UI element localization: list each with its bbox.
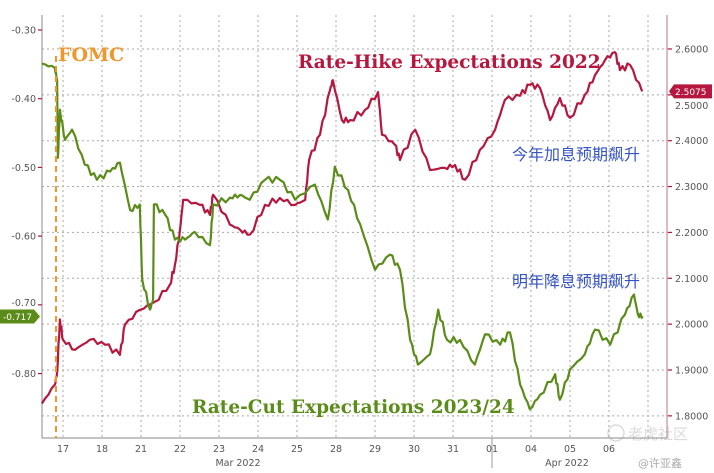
cut-series-title: Rate-Cut Expectations 2023/24: [192, 397, 515, 418]
right-tick-label: 2.0000: [675, 320, 708, 331]
x-tick-label: 04: [525, 444, 537, 455]
right-tick-label: 1.8000: [675, 411, 708, 422]
last-value-labels: 2.5075 -0.717: [0, 84, 712, 324]
x-tick-label: 25: [291, 444, 303, 455]
right-tick-label: 2.3000: [675, 182, 708, 193]
x-tick-label: 29: [369, 444, 381, 455]
right-tick-label: 1.9000: [675, 365, 708, 376]
left-tick-label: -0.80: [11, 369, 36, 380]
rate-hike-line: [40, 51, 644, 405]
gridlines: [42, 15, 667, 438]
last-value-text-right: 2.5075: [675, 88, 707, 98]
x-tick-label: 23: [213, 444, 225, 455]
x-tick-label: 24: [252, 444, 264, 455]
rate-cut-line: [41, 62, 644, 411]
left-tick-label: -0.30: [11, 25, 36, 36]
x-tick-label: 17: [57, 444, 69, 455]
month-label: Apr 2022: [545, 458, 589, 469]
last-value-text-left: -0.717: [3, 313, 32, 323]
last-value-badge-left: [0, 309, 40, 324]
left-tick-label: -0.40: [11, 94, 36, 105]
fomc-label: FOMC: [58, 44, 124, 66]
month-label: Mar 2022: [215, 458, 260, 469]
last-value-badge-right: [669, 84, 712, 99]
watermark-logo-icon: [607, 424, 625, 442]
x-tick-label: 28: [330, 444, 342, 455]
cut-chinese-annotation: 明年降息预期飙升: [512, 272, 640, 291]
x-tick-label: 31: [447, 444, 459, 455]
watermark: 老虎社区: [607, 424, 688, 443]
x-tick-label: 05: [564, 444, 576, 455]
right-tick-label: 2.5000: [675, 101, 708, 112]
x-tick-label: 06: [603, 444, 615, 455]
x-tick-label: 21: [135, 444, 147, 455]
left-tick-label: -0.50: [11, 163, 36, 174]
x-tick-label: 22: [174, 444, 186, 455]
right-tick-label: 2.2000: [675, 228, 708, 239]
hike-series-title: Rate-Hike Expectations 2022: [298, 52, 601, 73]
axes: 2.6000 2.5000 2.4000 2.3000 2.2000 2.1000 2.00…: [11, 15, 708, 469]
hike-chinese-annotation: 今年加息预期飙升: [512, 145, 640, 164]
left-tick-label: -0.70: [11, 298, 36, 309]
x-tick-label: 30: [408, 444, 420, 455]
watermark-author: @许亚鑫: [638, 456, 682, 470]
right-tick-label: 2.4000: [675, 136, 708, 147]
watermark-logo-text: 老虎社区: [628, 425, 688, 443]
x-tick-label: 01: [486, 444, 498, 455]
right-tick-label: 2.6000: [675, 44, 708, 55]
x-tick-label: 18: [96, 444, 108, 455]
right-tick-label: 2.1000: [675, 274, 708, 285]
series-lines: [40, 51, 644, 411]
left-tick-label: -0.60: [11, 232, 36, 243]
